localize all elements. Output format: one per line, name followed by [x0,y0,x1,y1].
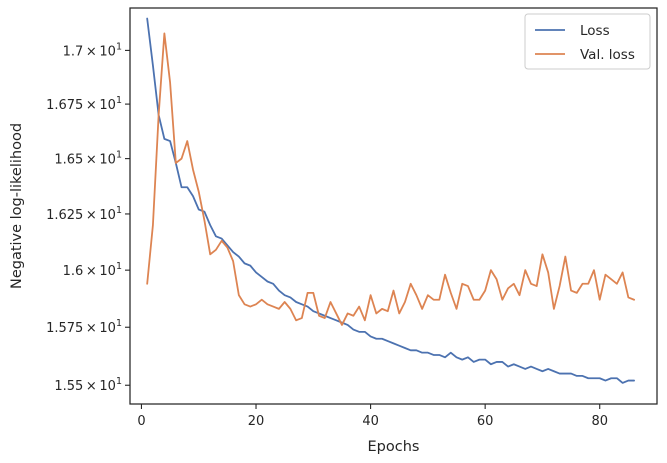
y-tick-exponent: 1 [116,376,122,387]
series-line-val-loss [146,32,635,326]
series-layer [146,17,635,384]
y-tick-times: × [83,44,99,59]
y-tick-base: 10 [99,98,116,113]
y-tick-label: 1.65 × 101 [54,150,122,168]
y-tick-label: 1.55 × 101 [54,376,122,394]
y-tick-mantissa: 1.575 [46,321,83,336]
x-tick-label: 60 [477,414,494,429]
y-tick-label: 1.675 × 101 [46,95,122,113]
y-tick-times: × [83,208,99,223]
y-tick-mantissa: 1.7 [63,44,84,59]
x-tick-label: 80 [591,414,608,429]
x-axis-label: Epochs [368,439,420,455]
x-tick-label: 40 [362,414,379,429]
plot-background [130,8,657,404]
series-line-loss [146,17,635,384]
x-tick-layer: 0 20 40 60 80 [137,404,608,429]
x-tick-label: 0 [137,414,145,429]
legend-label-loss: Loss [580,23,610,39]
y-tick-base: 10 [99,264,116,279]
y-tick-mantissa: 1.6 [63,264,84,279]
y-tick-base: 10 [99,379,116,394]
y-tick-label: 1.625 × 101 [46,205,122,223]
y-tick-exponent: 1 [116,150,122,161]
y-tick-exponent: 1 [116,261,122,272]
y-tick-times: × [83,321,99,336]
y-tick-label: 1.575 × 101 [46,318,122,336]
x-tick-label: 20 [248,414,265,429]
y-axis-label: Negative log-likelihood [9,123,25,289]
y-tick-times: × [83,153,99,168]
y-tick-label: 1.6 × 101 [63,261,122,279]
y-tick-exponent: 1 [116,41,122,52]
y-tick-times: × [83,98,99,113]
y-tick-exponent: 1 [116,205,122,216]
y-tick-times: × [83,379,99,394]
plot-frame [129,7,658,405]
y-tick-base: 10 [99,321,116,336]
y-tick-mantissa: 1.675 [46,98,83,113]
legend-box [524,13,651,70]
y-tick-times: × [83,264,99,279]
y-tick-base: 10 [99,153,116,168]
y-tick-mantissa: 1.55 [54,379,83,394]
y-tick-mantissa: 1.625 [46,208,83,223]
y-tick-mantissa: 1.65 [54,153,83,168]
legend-label-val-loss: Val. loss [580,47,635,63]
y-tick-base: 10 [99,44,116,59]
y-tick-label: 1.7 × 101 [63,41,122,59]
legend: Loss Val. loss [524,13,651,70]
y-tick-base: 10 [99,208,116,223]
y-tick-exponent: 1 [116,318,122,329]
y-tick-exponent: 1 [116,95,122,106]
